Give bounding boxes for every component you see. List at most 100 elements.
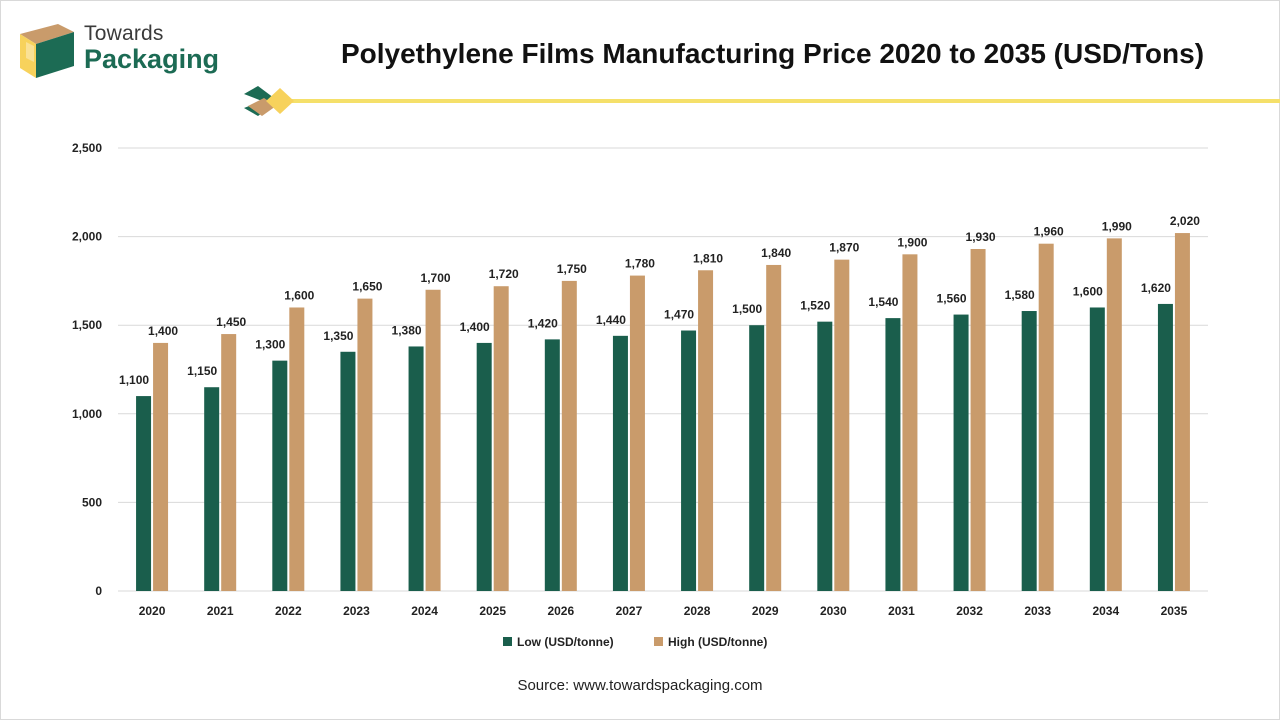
bar-high [425,289,441,591]
data-label-low: 1,400 [460,320,490,334]
data-label-low: 1,580 [1005,288,1035,302]
bar-low [953,314,969,591]
data-label-high: 1,930 [966,230,996,244]
data-label-low: 1,620 [1141,281,1171,295]
y-tick-label: 500 [82,495,102,509]
data-label-high: 1,780 [625,257,655,271]
brand-logo: Towards Packaging [18,22,238,82]
box-logo-icon [20,24,74,78]
bar-high [493,286,509,591]
bar-low [749,325,765,591]
bar-high [289,307,305,591]
bar-low [681,330,697,591]
data-label-low: 1,600 [1073,284,1103,298]
bar-low [272,360,288,591]
data-label-low: 1,420 [528,316,558,330]
data-label-low: 1,540 [868,295,898,309]
bar-high [357,298,373,591]
x-tick-label: 2031 [888,604,915,618]
legend-swatch-high [654,637,663,646]
bar-low [544,339,560,591]
data-label-low: 1,350 [323,329,353,343]
data-label-high: 1,960 [1034,225,1064,239]
legend-swatch-low [503,637,512,646]
bar-low [136,396,152,591]
y-tick-label: 2,000 [72,230,102,244]
data-label-low: 1,440 [596,313,626,327]
x-tick-label: 2033 [1024,604,1051,618]
brand-name-line1: Towards [84,22,164,45]
legend-label-low: Low (USD/tonne) [517,635,614,649]
bar-high [1038,243,1054,592]
x-tick-label: 2035 [1161,604,1188,618]
accent-diamond-icon [266,88,294,114]
data-label-low: 1,500 [732,302,762,316]
x-tick-label: 2026 [547,604,574,618]
x-tick-label: 2029 [752,604,779,618]
title-accent-decoration [244,86,1280,116]
data-label-high: 1,720 [489,267,519,281]
x-tick-label: 2023 [343,604,370,618]
bar-low [817,321,833,591]
legend-label-high: High (USD/tonne) [668,635,767,649]
data-label-low: 1,150 [187,364,217,378]
brand-name-line2: Packaging [84,44,220,74]
bar-low [1157,303,1173,591]
y-tick-label: 2,500 [72,141,102,155]
chart-title: Polyethylene Films Manufacturing Price 2… [340,38,1205,69]
x-tick-label: 2022 [275,604,302,618]
bar-high [902,254,918,591]
x-tick-label: 2028 [684,604,711,618]
data-label-high: 1,450 [216,315,246,329]
data-label-high: 1,840 [761,246,791,260]
x-tick-label: 2025 [479,604,506,618]
data-label-high: 1,810 [693,251,723,265]
data-label-high: 1,900 [897,235,927,249]
x-axis-tick-labels: 2020 2021 2022 2023 2024 2025 2026 2027 2028 2029… [139,604,1188,618]
bar-high [1106,238,1122,591]
x-tick-label: 2020 [139,604,166,618]
data-label-high: 1,600 [284,288,314,302]
data-label-low: 1,380 [392,323,422,337]
bar-low [612,335,628,591]
bar-low [885,318,901,591]
bar-high [766,264,782,591]
x-tick-label: 2027 [616,604,643,618]
y-tick-label: 1,000 [72,407,102,421]
data-label-low: 1,300 [255,338,285,352]
bar-high [1174,233,1190,591]
bar-high [153,342,169,591]
data-label-high: 1,650 [352,280,382,294]
bar-low [1089,307,1105,591]
x-tick-label: 2034 [1092,604,1119,618]
bars [136,233,1190,592]
x-tick-label: 2032 [956,604,983,618]
y-axis-tick-labels: 0 500 1,000 1,500 2,000 2,500 [72,141,102,598]
bar-high [970,249,986,591]
data-label-high: 2,020 [1170,214,1200,228]
y-tick-label: 1,500 [72,318,102,332]
bar-low [204,387,220,591]
bar-high [698,270,714,591]
source-note: Source: www.towardspackaging.com [517,677,763,694]
bar-high [834,259,850,591]
data-label-high: 1,750 [557,262,587,276]
bar-low [340,351,356,591]
bar-chart: 0 500 1,000 1,500 2,000 2,500 1,100 1,400 1,150… [72,141,1208,649]
x-tick-label: 2024 [411,604,438,618]
data-label-low: 1,520 [800,299,830,313]
data-label-high: 1,400 [148,324,178,338]
data-label-high: 1,990 [1102,219,1132,233]
bar-high [629,275,645,591]
bar-high [561,280,577,591]
data-label-low: 1,470 [664,308,694,322]
data-label-low: 1,560 [937,292,967,306]
y-tick-label: 0 [95,584,102,598]
legend: Low (USD/tonne) High (USD/tonne) [503,635,767,649]
data-label-low: 1,100 [119,373,149,387]
data-labels: 1,100 1,400 1,150 1,450 1,300 1,600 1,350 1,650… [119,214,1200,387]
bar-low [1021,311,1037,591]
x-tick-label: 2030 [820,604,847,618]
data-label-high: 1,870 [829,241,859,255]
bar-high [221,334,237,591]
